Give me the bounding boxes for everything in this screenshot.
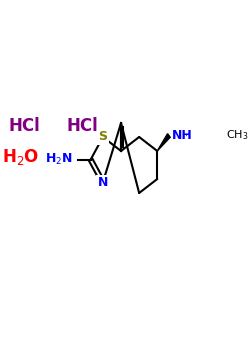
Text: S: S: [98, 131, 108, 144]
Text: H$_2$O: H$_2$O: [2, 147, 39, 168]
Text: HCl: HCl: [66, 117, 98, 135]
Polygon shape: [157, 134, 170, 151]
Text: NH: NH: [172, 129, 193, 142]
Text: HCl: HCl: [8, 117, 40, 135]
Text: H$_2$N: H$_2$N: [45, 152, 73, 167]
Text: CH$_3$: CH$_3$: [226, 128, 248, 142]
Text: N: N: [98, 176, 108, 189]
